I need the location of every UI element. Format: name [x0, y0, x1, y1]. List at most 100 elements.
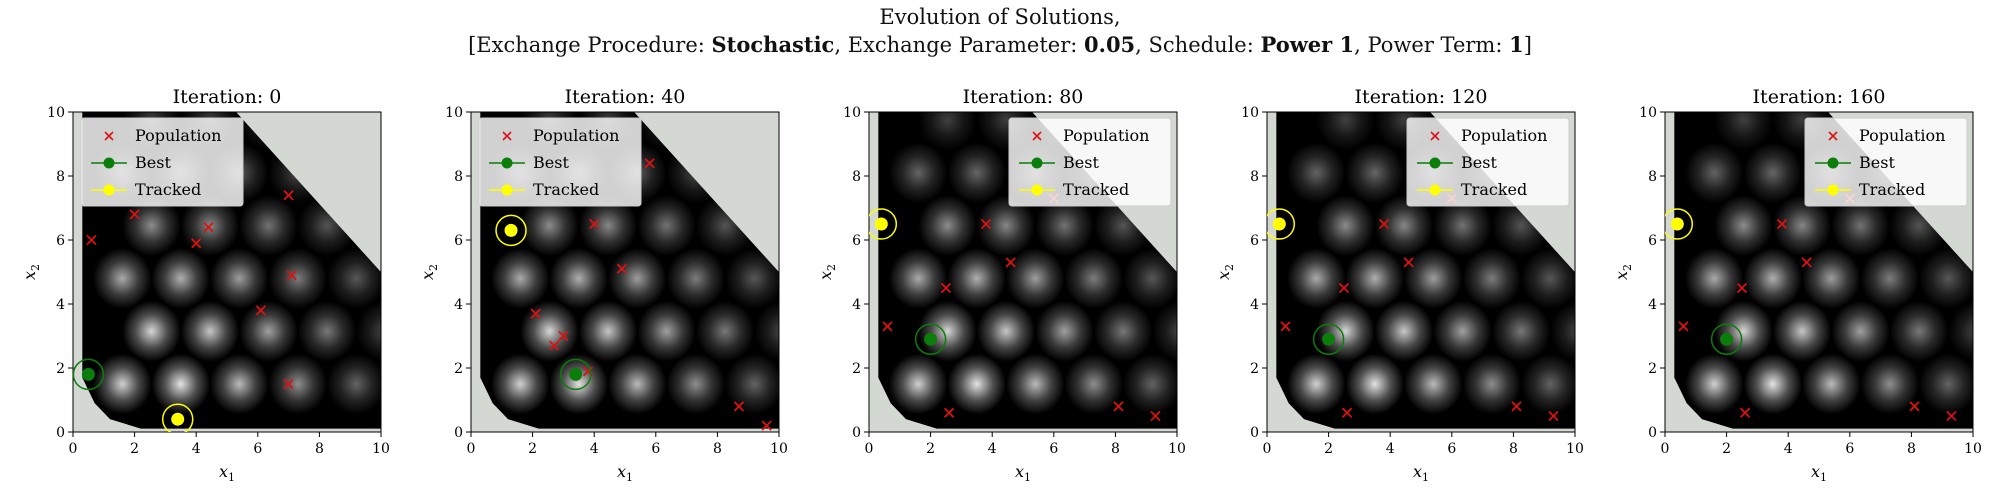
best-ring [914, 323, 947, 355]
legend-label-best: Best [1063, 153, 1099, 172]
intensity-blob [327, 248, 381, 309]
population-point [86, 234, 97, 246]
population-cross-stroke [286, 270, 297, 281]
legend-entry-best: Best [1417, 153, 1497, 172]
legend-entry-tracked: Tracked [91, 180, 201, 199]
best-ring [559, 358, 592, 391]
exchange-procedure-value: Stochastic [711, 32, 835, 57]
intensity-blob [784, 354, 843, 415]
intensity-blob [1978, 354, 2000, 415]
y-tick-label: 10 [47, 105, 65, 121]
y-tick-label: 2 [454, 361, 463, 377]
x-axis-label: x1 [1413, 462, 1429, 484]
population-cross-stroke [283, 378, 294, 390]
legend-entry-tracked: Tracked [1815, 180, 1925, 199]
schedule-value: Power 1 [1260, 32, 1355, 57]
population-cross-stroke [255, 305, 267, 316]
population-cross-stroke [1946, 410, 1957, 422]
population-point [644, 158, 655, 169]
intensity-blob [180, 300, 240, 362]
intensity-blob [151, 248, 211, 309]
population-point [1338, 282, 1350, 294]
population-cross-stroke [530, 308, 541, 319]
population-cross-stroke [882, 321, 893, 332]
population-cross-stroke [616, 263, 628, 274]
intensity-blob [1064, 248, 1124, 309]
intensity-blob [1889, 300, 1949, 362]
population-cross-stroke [1150, 410, 1161, 422]
intensity-blob [1743, 142, 1803, 204]
intensity-blob [1374, 195, 1434, 256]
legend-entry-tracked: Tracked [1019, 180, 1129, 199]
x-tick-label: 6 [1049, 441, 1058, 457]
x-tick-label: 10 [1168, 441, 1186, 457]
intensity-blob [725, 248, 779, 309]
population-point [1548, 410, 1559, 422]
tracked-ring [495, 214, 527, 247]
intensity-blob [1831, 300, 1890, 362]
x-tick-label: 8 [1509, 441, 1518, 457]
population-cross-stroke [943, 407, 955, 418]
population-point [283, 378, 294, 390]
y-tick-label: 2 [852, 361, 861, 377]
intensity-blob [813, 301, 872, 362]
population-cross-stroke [1678, 321, 1689, 332]
population-point [1403, 257, 1414, 268]
population-cross-stroke [1378, 218, 1390, 230]
exchange-parameter-value: 0.05 [1084, 32, 1136, 57]
intensity-blob [1404, 353, 1463, 415]
y-tick-label: 4 [1250, 297, 1259, 313]
legend-tracked-marker [1429, 184, 1441, 196]
legend-population-marker [1828, 131, 1838, 141]
population-point [191, 238, 202, 249]
legend-label-best: Best [1461, 153, 1497, 172]
intensity-blob [1035, 300, 1094, 362]
intensity-blob [1287, 142, 1346, 204]
intensity-blob [491, 248, 550, 309]
intensity-blob [210, 248, 269, 309]
intensity-blob [1345, 142, 1405, 204]
intensity-blob [1211, 301, 1270, 362]
intensity-blob [1006, 353, 1065, 415]
y-tick-label: 6 [1250, 233, 1259, 249]
y-axis-label: x2 [1214, 264, 1236, 280]
intensity-blob [666, 353, 726, 415]
y-tick-label: 10 [1241, 105, 1259, 121]
best-point [1720, 332, 1734, 346]
legend-entry-tracked: Tracked [489, 180, 599, 199]
intensity-blob [1123, 353, 1177, 415]
legend-population-marker [104, 131, 114, 141]
y-tick-label: 2 [1250, 361, 1259, 377]
legend-entry-population: Population [1032, 126, 1149, 145]
y-tick-label: 0 [1250, 425, 1259, 441]
intensity-blob [386, 354, 445, 415]
legend-label-population: Population [135, 126, 221, 145]
legend-best-marker [1827, 157, 1839, 169]
intensity-blob [239, 195, 298, 256]
intensity-blob [666, 248, 726, 309]
y-tick-label: 4 [1648, 297, 1657, 313]
population-point [549, 340, 560, 351]
population-point [203, 222, 214, 233]
tracked-ring [161, 403, 194, 432]
intensity-blob [578, 300, 638, 362]
population-point [1341, 407, 1353, 418]
intensity-blob [1580, 354, 1639, 415]
legend-entry-population: Population [104, 126, 221, 145]
figure-title: Evolution of Solutions, [Exchange Proced… [0, 4, 2000, 59]
intensity-blob [1580, 142, 1639, 203]
population-cross-stroke [283, 190, 294, 201]
intensity-blob [1316, 195, 1375, 256]
population-cross-stroke [86, 234, 97, 246]
legend-best-marker [501, 157, 513, 169]
intensity-blob [93, 353, 152, 415]
legend-entry-population: Population [1430, 126, 1547, 145]
subplot-1: 0 2 4 6 8 10 0 2 4 6 8 10 x1 x2 Iteration: 40 Populatio… [418, 86, 872, 484]
tracked-point [171, 412, 185, 426]
population-point [1801, 257, 1812, 268]
subplot-0: 0 2 4 6 8 10 0 2 4 6 8 10 x1 x2 Iteration: 0 Population… [20, 86, 445, 484]
best-point [1322, 332, 1336, 346]
x-tick-label: 0 [467, 441, 476, 457]
population-point [1113, 401, 1124, 412]
population-cross-stroke [129, 209, 140, 220]
